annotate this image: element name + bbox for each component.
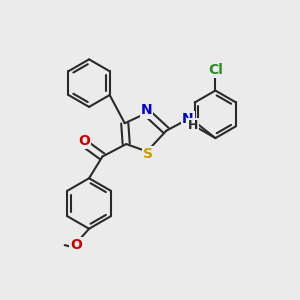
Text: Cl: Cl (208, 63, 223, 77)
Text: O: O (70, 238, 82, 252)
Text: S: S (143, 147, 153, 161)
Text: N: N (141, 103, 152, 118)
Text: H: H (188, 119, 198, 132)
Text: N: N (182, 112, 194, 126)
Text: O: O (78, 134, 90, 148)
